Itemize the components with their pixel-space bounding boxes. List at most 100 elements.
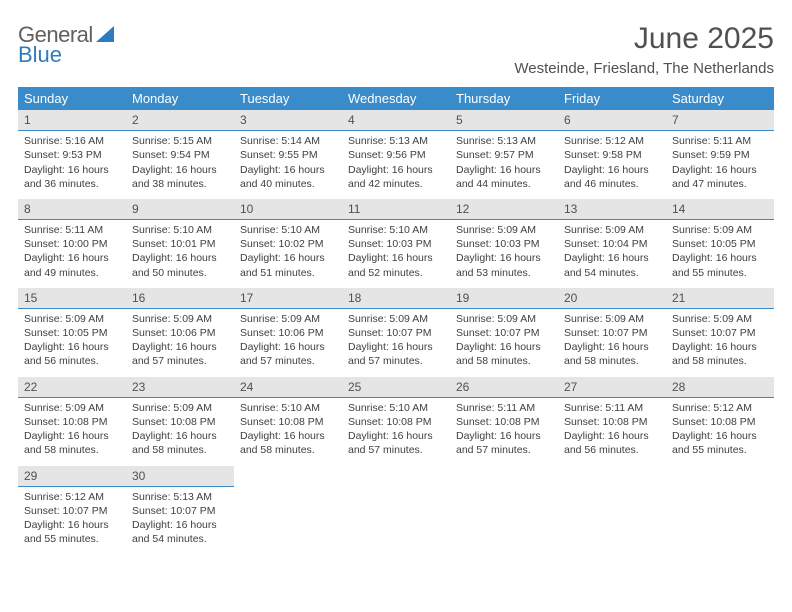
calendar-row: 29 Sunrise: 5:12 AMSunset: 10:07 PMDaylig…	[18, 466, 774, 555]
day-number: 11	[342, 199, 450, 220]
calendar-cell: 24Sunrise: 5:10 AMSunset: 10:08 PMDaylig…	[234, 377, 342, 466]
day-number: 30	[126, 466, 234, 487]
calendar-cell: 8 Sunrise: 5:11 AMSunset: 10:00 PMDayligh…	[18, 199, 126, 288]
day-number: 18	[342, 288, 450, 309]
calendar-cell: 16 Sunrise: 5:09 AMSunset: 10:06 PMDaylig…	[126, 288, 234, 377]
calendar-cell: 30 Sunrise: 5:13 AMSunset: 10:07 PMDaylig…	[126, 466, 234, 555]
day-number: 25	[342, 377, 450, 398]
day-number: 19	[450, 288, 558, 309]
day-number: 1	[18, 110, 126, 131]
day-info: Sunrise: 5:09 AMSunset: 10:07 PMDaylight…	[564, 312, 660, 369]
calendar-cell	[234, 466, 342, 555]
day-number: 14	[666, 199, 774, 220]
calendar-cell: 7 Sunrise: 5:11 AMSunset: 9:59 PMDaylight…	[666, 110, 774, 199]
day-number: 8	[18, 199, 126, 220]
calendar-cell: 15 Sunrise: 5:09 AMSunset: 10:05 PMDaylig…	[18, 288, 126, 377]
calendar-cell: 13 Sunrise: 5:09 AMSunset: 10:04 PMDaylig…	[558, 199, 666, 288]
calendar-cell: 4 Sunrise: 5:13 AMSunset: 9:56 PMDaylight…	[342, 110, 450, 199]
title-block: June 2025 Westeinde, Friesland, The Neth…	[514, 22, 774, 77]
day-number: 6	[558, 110, 666, 131]
day-info: Sunrise: 5:10 AMSunset: 10:02 PMDaylight…	[240, 223, 336, 280]
weekday-header: Monday	[126, 87, 234, 110]
calendar-cell: 27 Sunrise: 5:11 AMSunset: 10:08 PMDaylig…	[558, 377, 666, 466]
calendar-cell: 11 Sunrise: 5:10 AMSunset: 10:03 PMDaylig…	[342, 199, 450, 288]
weekday-header: Sunday	[18, 87, 126, 110]
calendar-body: 1 Sunrise: 5:16 AMSunset: 9:53 PMDaylight…	[18, 110, 774, 554]
day-number: 7	[666, 110, 774, 131]
day-info: Sunrise: 5:10 AMSunset: 10:01 PMDaylight…	[132, 223, 228, 280]
calendar-row: 15 Sunrise: 5:09 AMSunset: 10:05 PMDaylig…	[18, 288, 774, 377]
day-info: Sunrise: 5:11 AMSunset: 9:59 PMDaylight:…	[672, 134, 768, 191]
day-number: 21	[666, 288, 774, 309]
day-info: Sunrise: 5:09 AMSunset: 10:06 PMDaylight…	[132, 312, 228, 369]
day-info: Sunrise: 5:12 AMSunset: 10:07 PMDaylight…	[24, 490, 120, 547]
day-number: 17	[234, 288, 342, 309]
day-number: 2	[126, 110, 234, 131]
day-number: 27	[558, 377, 666, 398]
calendar-cell: 22 Sunrise: 5:09 AMSunset: 10:08 PMDaylig…	[18, 377, 126, 466]
day-number: 20	[558, 288, 666, 309]
day-info: Sunrise: 5:10 AMSunset: 10:08 PMDaylight…	[348, 401, 444, 458]
day-info: Sunrise: 5:15 AMSunset: 9:54 PMDaylight:…	[132, 134, 228, 191]
day-number: 12	[450, 199, 558, 220]
day-number: 15	[18, 288, 126, 309]
weekday-header: Tuesday	[234, 87, 342, 110]
day-info: Sunrise: 5:16 AMSunset: 9:53 PMDaylight:…	[24, 134, 120, 191]
day-number: 29	[18, 466, 126, 487]
calendar-cell	[450, 466, 558, 555]
day-info: Sunrise: 5:09 AMSunset: 10:07 PMDaylight…	[348, 312, 444, 369]
calendar-cell: 19 Sunrise: 5:09 AMSunset: 10:07 PMDaylig…	[450, 288, 558, 377]
day-info: Sunrise: 5:09 AMSunset: 10:05 PMDaylight…	[672, 223, 768, 280]
day-number: 22	[18, 377, 126, 398]
day-number: 13	[558, 199, 666, 220]
day-info: Sunrise: 5:14 AMSunset: 9:55 PMDaylight:…	[240, 134, 336, 191]
calendar-cell: 26 Sunrise: 5:11 AMSunset: 10:08 PMDaylig…	[450, 377, 558, 466]
day-info: Sunrise: 5:09 AMSunset: 10:06 PMDaylight…	[240, 312, 336, 369]
calendar-table: SundayMondayTuesdayWednesdayThursdayFrid…	[18, 87, 774, 554]
day-info: Sunrise: 5:13 AMSunset: 9:56 PMDaylight:…	[348, 134, 444, 191]
weekday-header-row: SundayMondayTuesdayWednesdayThursdayFrid…	[18, 87, 774, 110]
day-info: Sunrise: 5:12 AMSunset: 9:58 PMDaylight:…	[564, 134, 660, 191]
calendar-cell: 23Sunrise: 5:09 AMSunset: 10:08 PMDaylig…	[126, 377, 234, 466]
day-number: 16	[126, 288, 234, 309]
day-info: Sunrise: 5:09 AMSunset: 10:03 PMDaylight…	[456, 223, 552, 280]
logo-text-blue: Blue	[18, 42, 62, 68]
weekday-header: Saturday	[666, 87, 774, 110]
calendar-cell: 5 Sunrise: 5:13 AMSunset: 9:57 PMDaylight…	[450, 110, 558, 199]
calendar-cell: 20 Sunrise: 5:09 AMSunset: 10:07 PMDaylig…	[558, 288, 666, 377]
day-info: Sunrise: 5:13 AMSunset: 10:07 PMDaylight…	[132, 490, 228, 547]
calendar-cell: 25 Sunrise: 5:10 AMSunset: 10:08 PMDaylig…	[342, 377, 450, 466]
day-number: 9	[126, 199, 234, 220]
day-info: Sunrise: 5:09 AMSunset: 10:05 PMDaylight…	[24, 312, 120, 369]
day-number: 26	[450, 377, 558, 398]
day-info: Sunrise: 5:11 AMSunset: 10:08 PMDaylight…	[456, 401, 552, 458]
day-number: 4	[342, 110, 450, 131]
day-info: Sunrise: 5:10 AMSunset: 10:03 PMDaylight…	[348, 223, 444, 280]
calendar-cell: 14 Sunrise: 5:09 AMSunset: 10:05 PMDaylig…	[666, 199, 774, 288]
day-info: Sunrise: 5:11 AMSunset: 10:08 PMDaylight…	[564, 401, 660, 458]
calendar-row: 22 Sunrise: 5:09 AMSunset: 10:08 PMDaylig…	[18, 377, 774, 466]
day-number: 24	[234, 377, 342, 398]
weekday-header: Friday	[558, 87, 666, 110]
day-info: Sunrise: 5:09 AMSunset: 10:08 PMDaylight…	[24, 401, 120, 458]
calendar-cell: 28Sunrise: 5:12 AMSunset: 10:08 PMDaylig…	[666, 377, 774, 466]
calendar-cell: 12 Sunrise: 5:09 AMSunset: 10:03 PMDaylig…	[450, 199, 558, 288]
page-title: June 2025	[514, 22, 774, 56]
calendar-cell: 2 Sunrise: 5:15 AMSunset: 9:54 PMDaylight…	[126, 110, 234, 199]
day-info: Sunrise: 5:13 AMSunset: 9:57 PMDaylight:…	[456, 134, 552, 191]
calendar-cell: 17 Sunrise: 5:09 AMSunset: 10:06 PMDaylig…	[234, 288, 342, 377]
calendar-cell	[666, 466, 774, 555]
calendar-cell: 18 Sunrise: 5:09 AMSunset: 10:07 PMDaylig…	[342, 288, 450, 377]
day-info: Sunrise: 5:11 AMSunset: 10:00 PMDaylight…	[24, 223, 120, 280]
calendar-row: 1 Sunrise: 5:16 AMSunset: 9:53 PMDaylight…	[18, 110, 774, 199]
day-info: Sunrise: 5:09 AMSunset: 10:07 PMDaylight…	[672, 312, 768, 369]
header: General June 2025 Westeinde, Friesland, …	[18, 22, 774, 77]
calendar-cell: 21 Sunrise: 5:09 AMSunset: 10:07 PMDaylig…	[666, 288, 774, 377]
calendar-cell	[558, 466, 666, 555]
day-info: Sunrise: 5:09 AMSunset: 10:04 PMDaylight…	[564, 223, 660, 280]
day-number: 5	[450, 110, 558, 131]
day-number: 10	[234, 199, 342, 220]
logo-sail-icon	[96, 26, 118, 44]
calendar-cell: 9 Sunrise: 5:10 AMSunset: 10:01 PMDayligh…	[126, 199, 234, 288]
day-info: Sunrise: 5:09 AMSunset: 10:07 PMDaylight…	[456, 312, 552, 369]
